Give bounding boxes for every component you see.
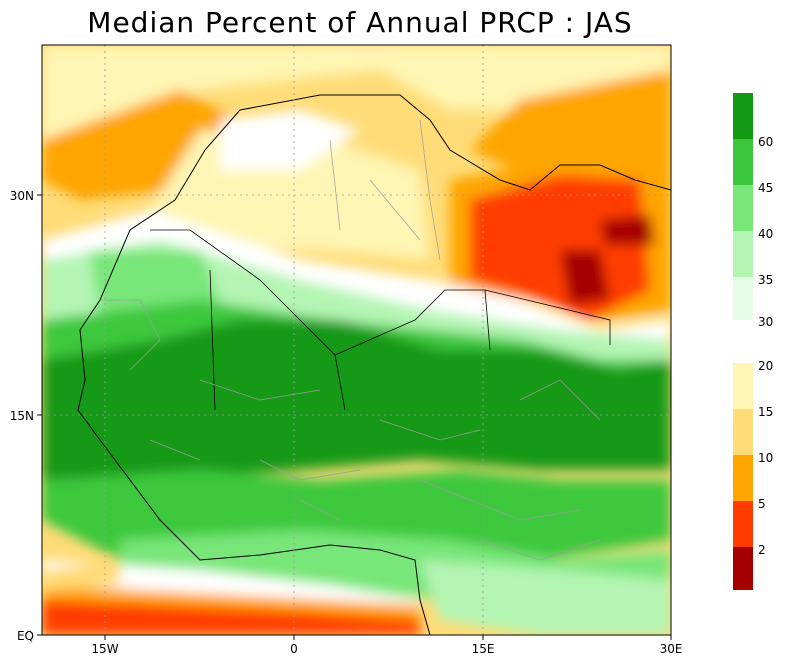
legend-label: 20 <box>758 359 773 373</box>
x-tick-label: 15E <box>472 642 495 656</box>
legend-swatch-upper <box>733 185 753 231</box>
map-field <box>42 45 671 635</box>
legend-swatch-lower <box>733 501 753 547</box>
x-tick-label: 15W <box>91 642 118 656</box>
map-title: Median Percent of Annual PRCP : JAS <box>87 6 633 39</box>
legend-swatch-upper <box>733 93 753 139</box>
y-tick-label: 30N <box>10 189 34 203</box>
legend-label: 30 <box>758 315 773 329</box>
legend-label: 60 <box>758 135 773 149</box>
y-tick-label: 15N <box>10 409 34 423</box>
legend-swatch-lower <box>733 363 753 409</box>
legend-swatch-lower <box>733 409 753 455</box>
legend-swatch-upper <box>733 231 753 277</box>
legend-label: 2 <box>758 543 766 557</box>
plot-frame <box>41 44 672 636</box>
y-tick-label: EQ <box>17 629 34 643</box>
legend-label: 5 <box>758 497 766 511</box>
color-legend: 60 45 40 35 30 20 15 10 5 2 <box>733 93 773 590</box>
legend-label: 10 <box>758 451 773 465</box>
legend-label: 45 <box>758 181 773 195</box>
legend-label: 35 <box>758 273 773 287</box>
legend-swatch-upper <box>733 139 753 185</box>
legend-label: 15 <box>758 405 773 419</box>
legend-swatch-lower <box>733 547 753 590</box>
legend-swatch-lower <box>733 455 753 501</box>
x-tick-label: 30E <box>660 642 683 656</box>
x-tick-label: 0 <box>290 642 298 656</box>
legend-swatch-upper <box>733 277 753 320</box>
legend-label: 40 <box>758 227 773 241</box>
